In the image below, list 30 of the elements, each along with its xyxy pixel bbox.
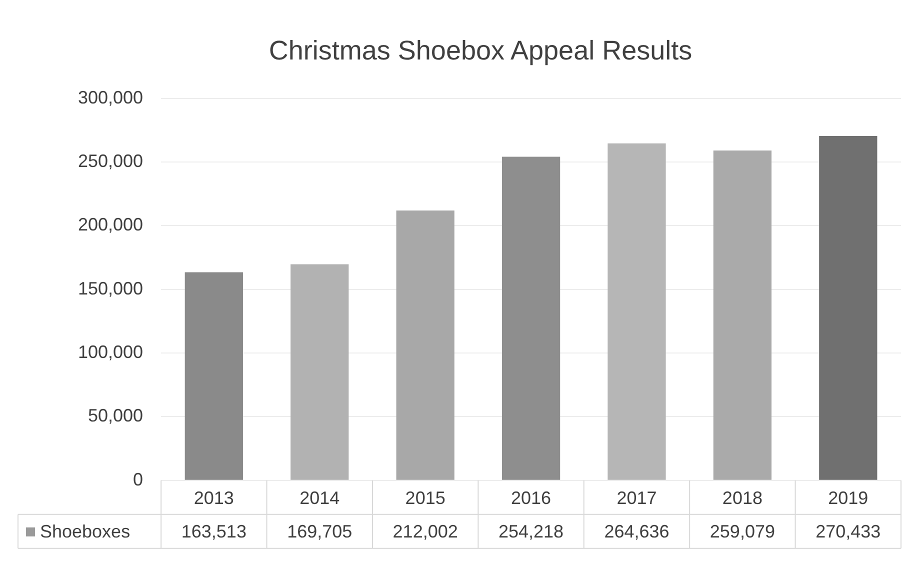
y-tick-label: 300,000 xyxy=(78,87,144,108)
data-label: 163,513 xyxy=(181,521,246,542)
data-label: 264,636 xyxy=(604,521,670,542)
data-label: 254,218 xyxy=(498,521,564,542)
y-tick-label: 100,000 xyxy=(78,342,144,362)
data-label: 270,433 xyxy=(816,521,881,542)
x-tick-label: 2016 xyxy=(511,488,552,508)
x-tick-label: 2013 xyxy=(194,488,234,508)
bar xyxy=(713,150,772,480)
x-tick-label: 2017 xyxy=(616,488,657,508)
bar xyxy=(396,210,454,480)
legend-label: Shoeboxes xyxy=(40,521,130,542)
y-tick-label: 250,000 xyxy=(78,151,144,172)
data-label: 259,079 xyxy=(710,521,775,542)
bar xyxy=(290,264,349,480)
y-tick-label: 150,000 xyxy=(78,278,144,298)
data-label: 212,002 xyxy=(392,521,458,542)
y-tick-label: 50,000 xyxy=(88,406,144,426)
chart-title: Christmas Shoebox Appeal Results xyxy=(268,36,692,66)
bar xyxy=(819,136,878,480)
x-tick-label: 2018 xyxy=(722,488,762,508)
bar xyxy=(502,156,560,480)
x-tick-label: 2019 xyxy=(828,488,868,508)
data-label: 169,705 xyxy=(287,521,352,542)
x-tick-label: 2015 xyxy=(405,488,446,508)
bar xyxy=(184,272,243,480)
x-tick-label: 2014 xyxy=(300,488,340,508)
y-tick-label: 0 xyxy=(133,469,144,490)
bar xyxy=(608,143,666,480)
y-tick-label: 200,000 xyxy=(78,214,144,235)
